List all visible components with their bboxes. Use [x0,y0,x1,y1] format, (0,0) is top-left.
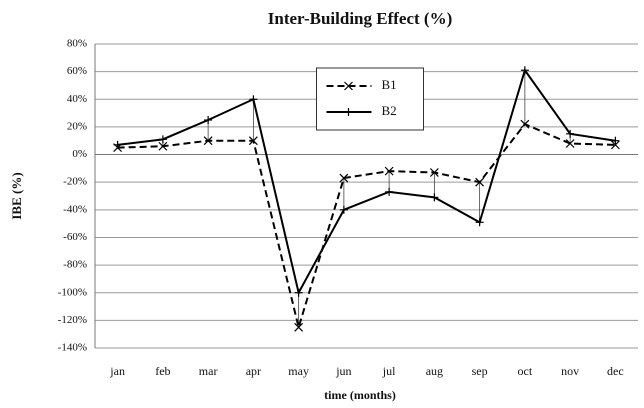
y-tick-label: 60% [67,65,87,77]
y-tick-label: 80% [67,38,87,50]
marker [249,95,258,104]
chart-title: Inter-Building Effect (%) [268,9,452,28]
x-tick-label: jul [382,364,396,378]
marker [339,205,348,214]
marker [384,166,394,176]
marker [429,168,439,177]
series-line [117,68,616,296]
marker [385,187,394,196]
marker [344,108,353,116]
x-tick-label: may [288,364,309,378]
x-tick-label: dec [607,364,624,378]
marker [520,66,529,75]
y-tick-label: -40% [63,203,87,215]
marker-stroke [610,140,620,150]
y-tick-label: 0% [72,148,87,160]
legend-box [316,67,424,131]
marker-stroke [203,136,213,146]
marker [520,119,530,129]
marker-stroke [565,139,575,148]
marker [294,322,304,332]
marker [475,177,485,187]
marker-stroke [294,322,304,332]
legend-label: B1 [382,77,397,92]
x-tick-label: sep [472,364,488,378]
x-tick-label: oct [518,364,533,378]
marker-stroke [520,119,530,129]
marker [430,193,439,202]
marker-stroke [475,177,485,187]
marker-stroke [339,173,349,183]
x-tick-label: jan [109,364,125,378]
marker [248,136,258,146]
marker [203,136,213,146]
marker-stroke [158,141,168,151]
y-tick-label: -120% [58,314,87,326]
y-axis-title: IBE (%) [9,172,24,219]
marker [158,141,168,151]
marker [339,173,349,183]
x-tick-label: nov [561,364,579,378]
y-tick-label: -80% [63,259,87,271]
x-tick-label: aug [426,364,443,378]
marker [204,116,213,124]
x-axis-title: time (months) [324,388,396,402]
x-tick-label: jun [335,364,351,378]
legend-label: B2 [382,103,397,118]
marker [565,139,575,148]
marker [158,135,167,144]
marker [611,136,620,145]
marker [475,218,484,227]
x-tick-label: apr [246,364,261,378]
y-tick-label: -20% [63,176,87,188]
x-tick-label: feb [155,364,170,378]
marker [294,288,303,297]
y-tick-label: -140% [58,342,87,354]
y-tick-label: 40% [67,93,87,105]
marker [610,140,620,150]
marker [566,129,575,138]
marker-stroke [429,168,439,177]
y-tick-label: -60% [63,231,87,243]
marker [344,81,353,91]
y-tick-label: 20% [67,120,87,132]
marker-stroke [384,166,394,176]
x-tick-label: mar [199,364,218,378]
y-tick-label: -100% [58,286,87,298]
marker [113,140,122,149]
marker-stroke [344,81,353,91]
marker-stroke [248,136,258,146]
series-line [117,122,616,332]
